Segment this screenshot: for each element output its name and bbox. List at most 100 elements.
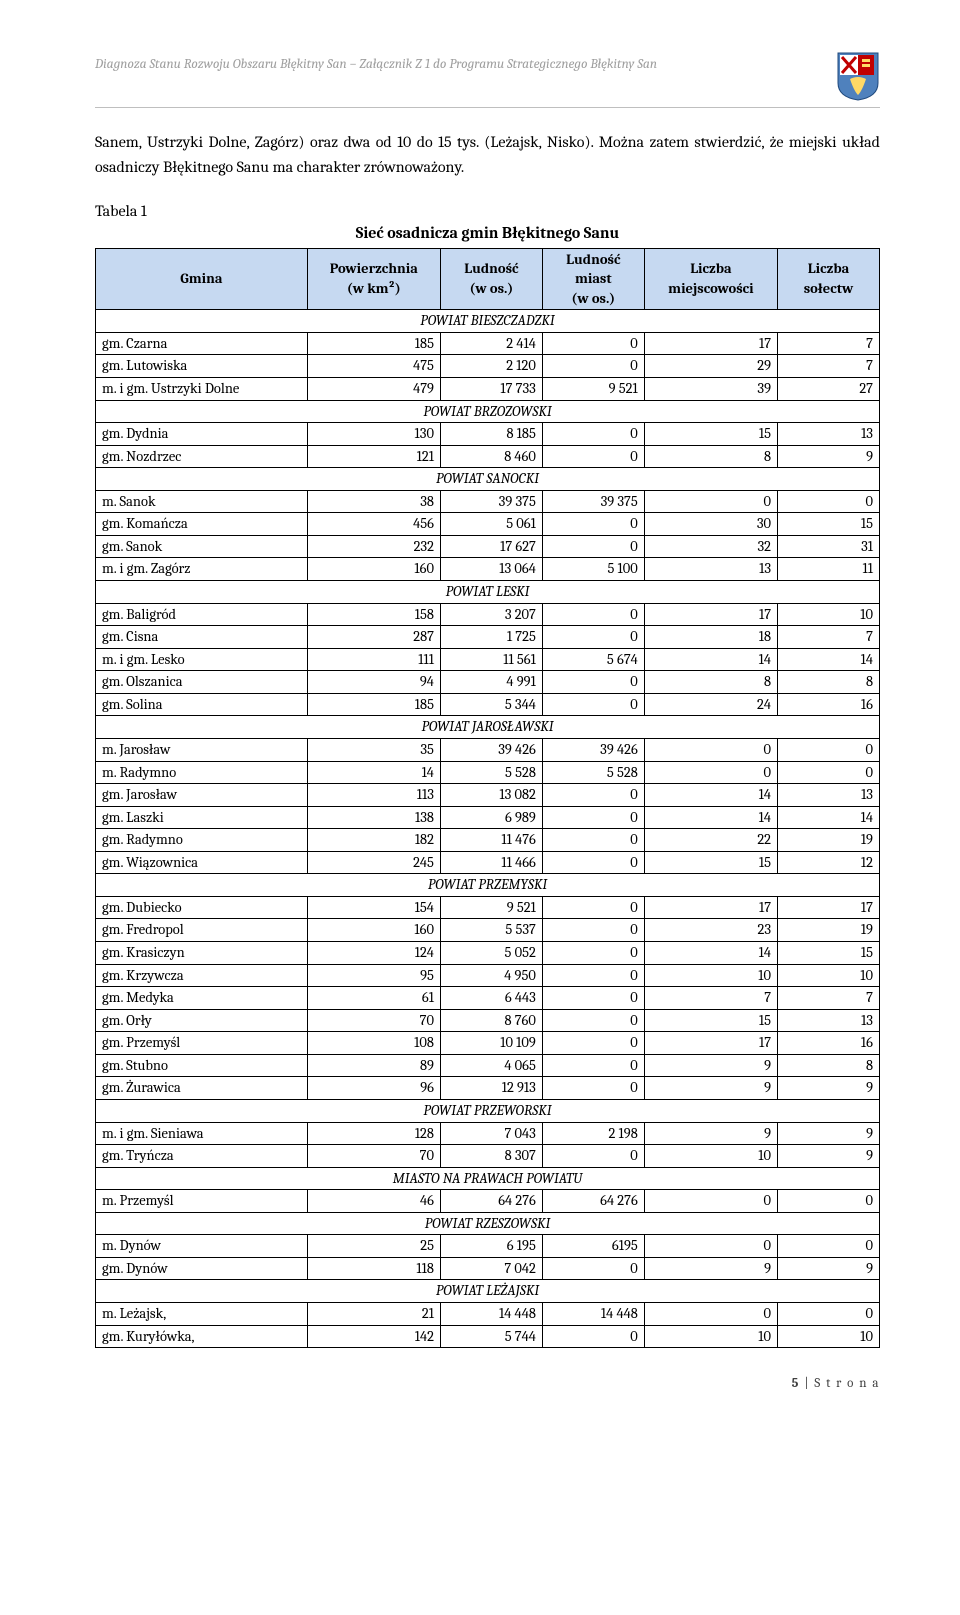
cell-value: 15: [644, 851, 777, 874]
table-row: gm. Orły708 76001513: [96, 1009, 880, 1032]
cell-value: 10: [778, 603, 880, 626]
gmina-name: m. Radymno: [96, 761, 308, 784]
cell-value: 3 207: [440, 603, 542, 626]
column-header: Gmina: [96, 248, 308, 310]
gmina-name: m. i gm. Sieniawa: [96, 1122, 308, 1145]
gmina-name: gm. Baligród: [96, 603, 308, 626]
cell-value: 17: [644, 896, 777, 919]
cell-value: 30: [644, 513, 777, 536]
doc-header: Diagnoza Stanu Rozwoju Obszaru Błękitny …: [95, 55, 824, 75]
gmina-name: gm. Żurawica: [96, 1077, 308, 1100]
cell-value: 5 061: [440, 513, 542, 536]
page-footer: 5| S t r o n a: [95, 1376, 880, 1391]
table-row: gm. Kuryłówka,1425 74401010: [96, 1325, 880, 1348]
cell-value: 0: [542, 1054, 644, 1077]
gmina-name: gm. Czarna: [96, 332, 308, 355]
cell-value: 0: [542, 626, 644, 649]
cell-value: 14: [644, 806, 777, 829]
cell-value: 39 426: [542, 738, 644, 761]
table-row: gm. Medyka616 443077: [96, 987, 880, 1010]
gmina-name: m. i gm. Ustrzyki Dolne: [96, 377, 308, 400]
cell-value: 13 064: [440, 558, 542, 581]
cell-value: 0: [778, 490, 880, 513]
gmina-name: m. Dynów: [96, 1235, 308, 1258]
table-row: m. Sanok3839 37539 37500: [96, 490, 880, 513]
table-label: Tabela 1: [95, 202, 880, 220]
gmina-name: gm. Solina: [96, 693, 308, 716]
cell-value: 17 733: [440, 377, 542, 400]
table-row: gm. Krasiczyn1245 05201415: [96, 942, 880, 965]
gmina-name: gm. Stubno: [96, 1054, 308, 1077]
cell-value: 7: [778, 355, 880, 378]
cell-value: 2 414: [440, 332, 542, 355]
cell-value: 0: [778, 1235, 880, 1258]
cell-value: 121: [307, 445, 440, 468]
section-label: POWIAT BRZOZOWSKI: [96, 400, 880, 423]
cell-value: 25: [307, 1235, 440, 1258]
cell-value: 64 276: [542, 1190, 644, 1213]
cell-value: 113: [307, 784, 440, 807]
cell-value: 0: [778, 1303, 880, 1326]
table-row: m. i gm. Zagórz16013 0645 1001311: [96, 558, 880, 581]
cell-value: 245: [307, 851, 440, 874]
column-header: Liczba miejscowości: [644, 248, 777, 310]
gmina-name: gm. Medyka: [96, 987, 308, 1010]
cell-value: 14 448: [440, 1303, 542, 1326]
cell-value: 9: [644, 1122, 777, 1145]
cell-value: 11 561: [440, 648, 542, 671]
cell-value: 0: [644, 761, 777, 784]
cell-value: 9: [778, 1257, 880, 1280]
cell-value: 14: [778, 806, 880, 829]
table-row: gm. Wiązownica24511 46601512: [96, 851, 880, 874]
cell-value: 130: [307, 423, 440, 446]
section-row: POWIAT LEŻAJSKI: [96, 1280, 880, 1303]
cell-value: 5 744: [440, 1325, 542, 1348]
cell-value: 5 528: [440, 761, 542, 784]
cell-value: 4 991: [440, 671, 542, 694]
section-label: POWIAT LESKI: [96, 581, 880, 604]
gmina-name: m. i gm. Lesko: [96, 648, 308, 671]
cell-value: 10: [644, 964, 777, 987]
cell-value: 0: [542, 964, 644, 987]
cell-value: 39 375: [440, 490, 542, 513]
cell-value: 31: [778, 535, 880, 558]
cell-value: 0: [542, 1145, 644, 1168]
table-row: gm. Dynów1187 042099: [96, 1257, 880, 1280]
gmina-name: gm. Olszanica: [96, 671, 308, 694]
cell-value: 89: [307, 1054, 440, 1077]
cell-value: 9: [778, 445, 880, 468]
section-row: POWIAT BRZOZOWSKI: [96, 400, 880, 423]
cell-value: 0: [778, 738, 880, 761]
table-row: gm. Radymno18211 47602219: [96, 829, 880, 852]
cell-value: 8: [644, 445, 777, 468]
cell-value: 61: [307, 987, 440, 1010]
cell-value: 10: [778, 1325, 880, 1348]
cell-value: 29: [644, 355, 777, 378]
cell-value: 17 627: [440, 535, 542, 558]
cell-value: 13 082: [440, 784, 542, 807]
cell-value: 2 198: [542, 1122, 644, 1145]
cell-value: 0: [542, 942, 644, 965]
table-row: gm. Krzywcza954 95001010: [96, 964, 880, 987]
cell-value: 182: [307, 829, 440, 852]
table-row: gm. Lutowiska4752 1200297: [96, 355, 880, 378]
gmina-name: gm. Fredropol: [96, 919, 308, 942]
cell-value: 9: [778, 1122, 880, 1145]
cell-value: 9: [644, 1257, 777, 1280]
cell-value: 8 185: [440, 423, 542, 446]
cell-value: 0: [542, 535, 644, 558]
cell-value: 10: [778, 964, 880, 987]
table-row: m. i gm. Sieniawa1287 0432 19899: [96, 1122, 880, 1145]
section-label: POWIAT SANOCKI: [96, 468, 880, 491]
cell-value: 0: [542, 423, 644, 446]
cell-value: 0: [542, 355, 644, 378]
footer-label: | S t r o n a: [804, 1376, 880, 1391]
section-row: POWIAT BIESZCZADZKI: [96, 310, 880, 333]
table-row: m. Dynów256 195619500: [96, 1235, 880, 1258]
section-label: MIASTO NA PRAWACH POWIATU: [96, 1167, 880, 1190]
cell-value: 5 528: [542, 761, 644, 784]
cell-value: 0: [542, 987, 644, 1010]
cell-value: 9: [644, 1077, 777, 1100]
section-row: POWIAT PRZEMYSKI: [96, 874, 880, 897]
table-row: m. i gm. Ustrzyki Dolne47917 7339 521392…: [96, 377, 880, 400]
